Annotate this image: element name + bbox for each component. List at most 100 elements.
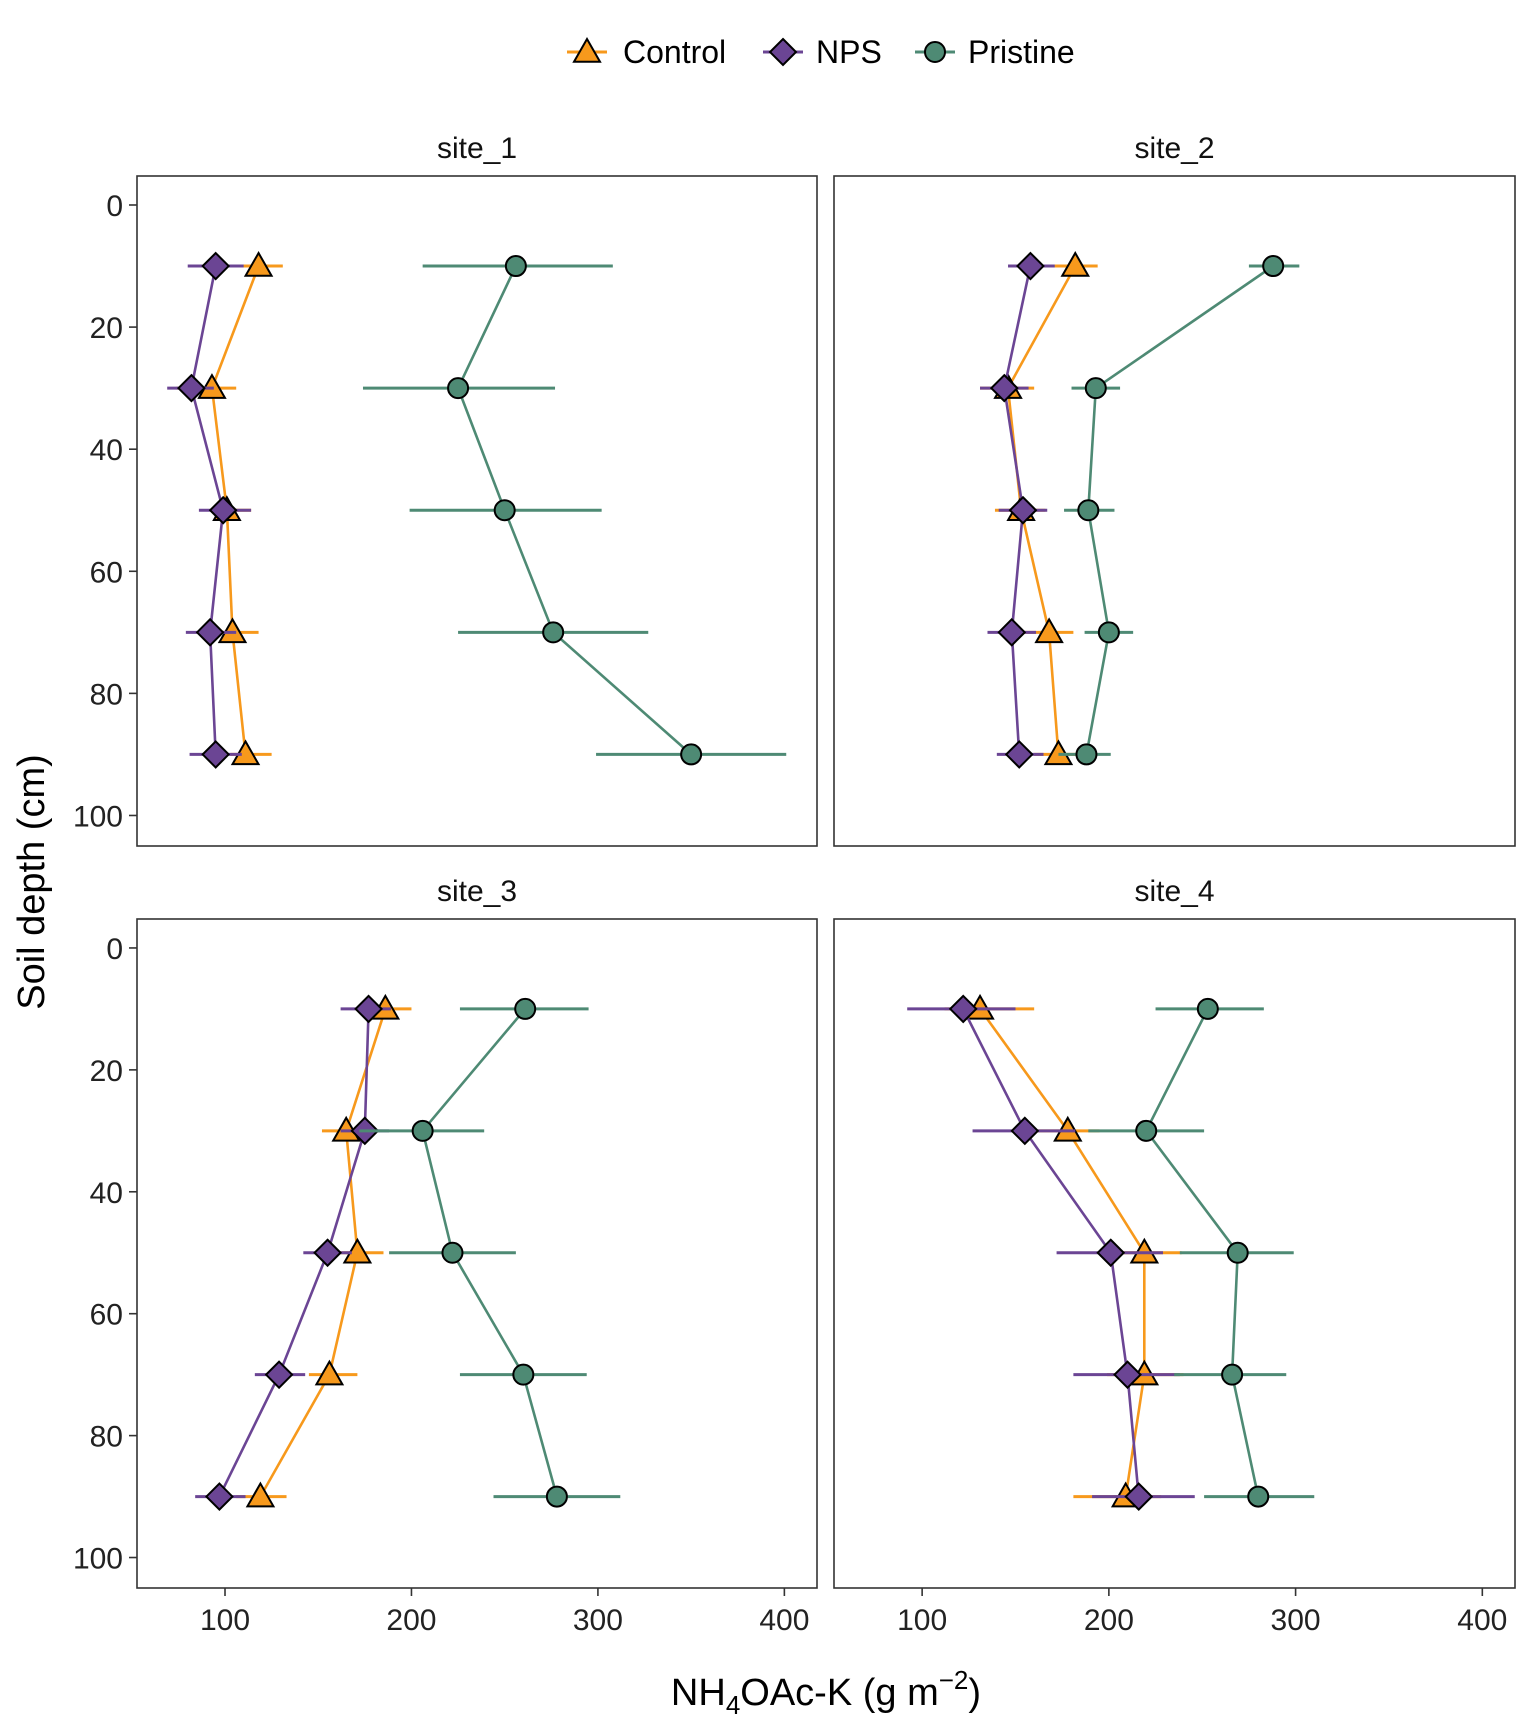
x-tick-label: 300 [1271,1604,1321,1637]
y-tick-label: 100 [73,800,123,833]
y-tick-label: 20 [90,1055,123,1088]
data-point [195,617,225,647]
series-nps [167,251,252,769]
data-point [1124,1482,1154,1511]
data-point [1084,377,1107,400]
data-point [948,994,978,1024]
data-point [245,1481,276,1508]
legend-label: NPS [816,34,882,70]
data-point [1034,617,1064,644]
data-point [1016,251,1045,281]
data-point [512,1363,535,1386]
series-pristine [1058,255,1300,766]
data-point [1226,1241,1249,1264]
data-point [313,1238,342,1268]
facet-title: site_1 [437,132,517,165]
data-point [314,1359,345,1386]
x-tick-label: 200 [386,1604,436,1637]
data-point [217,617,248,644]
x-axis-title-pre: NH [671,1672,726,1714]
data-point [197,373,227,399]
data-point [447,377,470,400]
series-pristine [1088,997,1315,1508]
data-point [1247,1485,1270,1508]
y-tick-label: 0 [106,190,123,223]
data-point [1060,251,1090,277]
data-point [1096,1238,1126,1268]
y-tick-label: 60 [90,556,123,589]
legend: Control NPS Pristine [567,34,1075,70]
data-point [997,617,1027,647]
facet-site_4: site_4 100 200 300 400 [833,875,1516,1637]
y-axis-title: Soil depth (cm) [11,754,53,1010]
data-point [230,739,261,766]
facet-site_1: site_1 0 20 40 60 80 100 [73,132,818,847]
data-point [411,1119,434,1142]
data-point [514,997,537,1020]
x-axis-title-mid: OAc-K (g m [740,1672,938,1714]
data-point [208,495,238,525]
x-tick-label: 400 [759,1604,809,1637]
legend-key-circle-icon [924,41,946,63]
x-axis-title-sub: 4 [726,1690,740,1720]
panel-border [833,175,1516,847]
data-point [1196,997,1219,1020]
x-axis-title: NH4OAc-K (g m−2) [671,1665,981,1720]
data-point [342,1237,373,1264]
facet-site_2: site_2 [833,132,1516,847]
facet-site_3: site_3 0 20 40 60 80 100 100 200 300 400 [73,875,818,1637]
data-point [354,994,383,1024]
data-point [201,251,231,281]
data-point [1097,621,1120,644]
series-pristine [362,255,787,766]
series-pristine [359,997,621,1508]
y-tick-label: 100 [73,1543,123,1576]
data-point [264,1360,294,1390]
legend-item-control: Control [567,34,726,70]
legend-label: Control [623,34,726,70]
legend-item-pristine: Pristine [915,34,1075,70]
series-nps [907,994,1195,1511]
data-point [542,621,565,644]
y-tick-label: 40 [90,1177,123,1210]
legend-key-diamond-icon [768,37,798,67]
data-point [1221,1363,1244,1386]
x-tick-label: 100 [897,1604,947,1637]
legend-item-nps: NPS [763,34,882,70]
facet-title: site_2 [1134,132,1214,165]
legend-label: Pristine [968,34,1075,70]
data-point [1043,739,1074,766]
x-tick-label: 200 [1084,1604,1134,1637]
series-nps [195,994,391,1511]
data-point [504,255,527,278]
data-point [1113,1360,1142,1390]
data-point [1262,255,1285,278]
data-point [441,1241,464,1264]
y-tick-label: 60 [90,1299,123,1332]
x-axis-title-post: ) [968,1672,981,1714]
data-point [680,743,703,766]
data-point [177,373,206,403]
data-point [493,499,516,522]
y-tick-label: 40 [90,434,123,467]
data-point [1129,1237,1160,1264]
x-tick-label: 100 [200,1604,250,1637]
facet-title: site_3 [437,875,517,908]
data-point [1010,1116,1040,1146]
data-point [1075,743,1098,766]
data-point [1135,1119,1158,1142]
data-point [243,251,274,277]
x-axis-title-sup: −2 [939,1665,969,1695]
y-tick-label: 0 [106,933,123,966]
y-tick-label: 80 [90,1421,123,1454]
data-point [1077,499,1100,522]
data-point [204,1482,234,1511]
series-nps [980,251,1055,769]
y-tick-label: 80 [90,678,123,711]
y-tick-label: 20 [90,312,123,345]
data-point [1008,495,1038,525]
data-point [1004,740,1034,769]
facet-title: site_4 [1134,875,1214,908]
data-point [1053,1115,1083,1142]
